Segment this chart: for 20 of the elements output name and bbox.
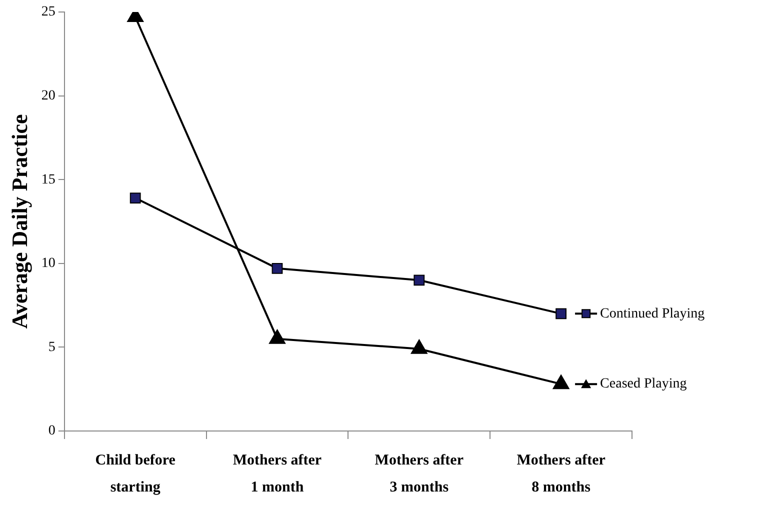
y-tick-label: 15 xyxy=(41,172,56,188)
x-tick-label: Mothers after 8 months xyxy=(516,452,606,496)
x-tick-label: Mothers after 3 months xyxy=(374,452,464,496)
point xyxy=(556,308,566,320)
y-tick-label: 0 xyxy=(48,424,56,439)
y-tick-label: 20 xyxy=(41,88,56,104)
point xyxy=(552,374,570,390)
legend-label: Continued Playing xyxy=(600,306,705,322)
point xyxy=(414,274,425,286)
point xyxy=(410,339,428,354)
y-axis-title: Average Daily Practice xyxy=(6,114,32,329)
y-tick-label: 5 xyxy=(48,340,56,355)
point xyxy=(272,262,283,274)
point xyxy=(130,192,141,204)
y-tick-label: 10 xyxy=(41,256,56,272)
legend-label: Ceased Playing xyxy=(600,376,687,392)
x-tick-label: Child before starting xyxy=(95,452,176,496)
point xyxy=(268,329,286,344)
x-tick-label: Mothers after 1 month xyxy=(232,452,322,496)
y-tick-label: 25 xyxy=(41,4,56,20)
